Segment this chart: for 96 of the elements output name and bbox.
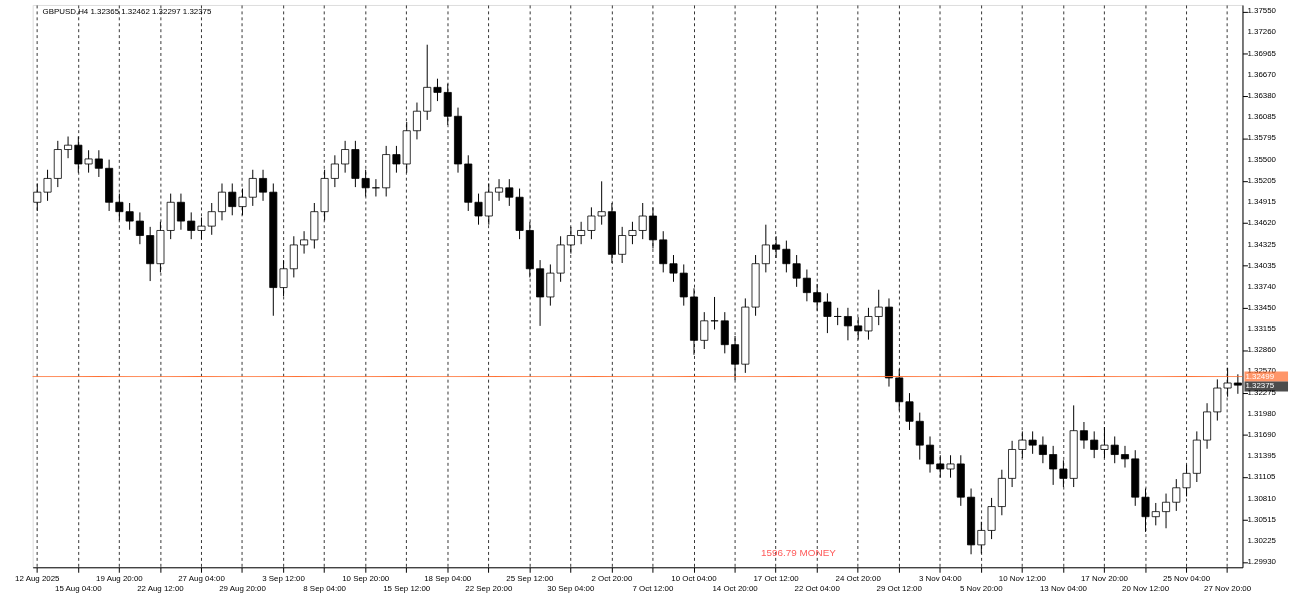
chart-title: GBPUSD,H4 1.32365 1.32462 1.32297 1.32375: [42, 6, 212, 16]
y-tick-label: 1.31980: [1247, 409, 1277, 419]
candlestick: [618, 226, 627, 264]
y-tick-label: 1.30810: [1247, 493, 1277, 503]
x-tick-label: 22 Aug 12:00: [137, 583, 185, 593]
x-tick-label: 12 Aug 2025: [15, 573, 61, 583]
x-tick-label: 10 Nov 12:00: [998, 573, 1047, 583]
x-tick-label: 18 Sep 04:00: [424, 573, 472, 583]
y-tick-label: 1.34035: [1247, 260, 1277, 270]
candlestick: [259, 169, 268, 202]
x-tick-label: 17 Nov 20:00: [1080, 573, 1129, 583]
y-tick-label: 1.35795: [1247, 133, 1277, 143]
x-tick-label: 2 Oct 20:00: [591, 573, 633, 583]
x-tick-label: 29 Oct 12:00: [876, 583, 923, 593]
x-tick-label: 8 Sep 04:00: [303, 583, 347, 593]
y-tick-label: 1.30225: [1247, 535, 1277, 545]
candlestick: [300, 230, 309, 255]
x-tick-label: 14 Oct 20:00: [712, 583, 759, 593]
candlestick: [412, 102, 421, 140]
x-tick-label: 22 Oct 04:00: [794, 583, 841, 593]
x-tick-label: 27 Nov 20:00: [1204, 583, 1252, 593]
y-tick-label: 1.34620: [1247, 218, 1277, 228]
candlestick: [566, 226, 575, 255]
x-tick-label: 19 Aug 20:00: [96, 573, 144, 583]
annotation: 1596.79 MONEY: [761, 547, 837, 559]
candlestick: [700, 311, 709, 350]
x-tick-label: 3 Sep 12:00: [262, 573, 306, 583]
candlestick: [187, 211, 196, 240]
x-tick-label: 10 Oct 04:00: [671, 573, 718, 583]
y-tick-label: 1.34325: [1247, 239, 1277, 249]
x-tick-label: 24 Oct 20:00: [835, 573, 882, 583]
candlestick: [843, 307, 852, 341]
y-tick-label: 1.34915: [1247, 196, 1277, 206]
y-tick-label: 1.37260: [1247, 27, 1277, 37]
candlestick: [495, 178, 504, 202]
candlestick: [669, 254, 678, 283]
x-tick-label: 15 Sep 12:00: [383, 583, 431, 593]
candlestick: [289, 235, 298, 278]
candlestick: [761, 224, 770, 273]
candlestick: [1162, 493, 1171, 529]
candlestick: [1090, 430, 1099, 459]
candlestick: [905, 392, 914, 431]
candlestick: [577, 221, 586, 245]
candlestick: [679, 263, 688, 307]
candlestick: [659, 230, 668, 273]
candlestick: [228, 182, 237, 216]
candlestick: [1151, 502, 1160, 526]
candlestick: [1038, 435, 1047, 464]
text: 1.32375: [1245, 381, 1275, 391]
candlestick: [176, 193, 185, 231]
candlestick: [802, 269, 811, 302]
candlestick: [218, 182, 226, 221]
x-tick-label: 15 Aug 04:00: [55, 583, 103, 593]
candlestick: [720, 311, 729, 354]
candlestick: [823, 292, 832, 334]
x-tick-label: 20 Nov 12:00: [1121, 583, 1170, 593]
candlestick: [926, 435, 935, 474]
x-tick-label: 17 Oct 12:00: [753, 573, 800, 583]
candlestick: [248, 169, 257, 207]
y-tick-label: 1.36965: [1247, 48, 1277, 58]
x-tick-label: 29 Aug 20:00: [219, 583, 267, 593]
candlestick: [94, 149, 103, 178]
y-tick-label: 1.31395: [1247, 451, 1277, 461]
x-tick-label: 3 Nov 04:00: [918, 573, 963, 583]
candlestick: [1079, 421, 1088, 450]
x-tick-label: 22 Sep 20:00: [465, 583, 513, 593]
y-tick-label: 1.35500: [1247, 154, 1277, 164]
y-tick-label: 1.36380: [1247, 91, 1277, 101]
y-tick-label: 1.30515: [1247, 514, 1277, 524]
candlestick: [135, 211, 144, 245]
x-tick-label: 25 Nov 04:00: [1163, 573, 1211, 583]
x-tick-label: 7 Oct 12:00: [632, 583, 675, 593]
y-tick-label: 1.33450: [1247, 302, 1277, 312]
candlestick: [330, 154, 339, 188]
candlestick: [1121, 445, 1129, 469]
x-tick-label: 25 Sep 12:00: [506, 573, 554, 583]
y-tick-label: 1.33740: [1247, 281, 1277, 291]
candlestick: [1049, 445, 1058, 486]
y-tick-label: 1.35205: [1247, 175, 1277, 185]
y-tick-label: 1.37550: [1247, 6, 1277, 16]
y-tick-label: 1.36670: [1247, 70, 1277, 80]
y-tick-label: 1.36085: [1247, 112, 1277, 122]
x-tick-label: 5 Nov 20:00: [960, 583, 1004, 593]
x-tick-label: 27 Aug 04:00: [178, 573, 226, 583]
y-tick-label: 1.32860: [1247, 345, 1277, 355]
y-tick-label: 1.33155: [1247, 324, 1277, 334]
y-tick-label: 1.31690: [1247, 430, 1277, 439]
x-tick-label: 30 Sep 04:00: [547, 583, 595, 593]
y-tick-label: 1.29930: [1247, 557, 1277, 567]
x-tick-label: 13 Nov 04:00: [1039, 583, 1088, 593]
y-tick-label: 1.31105: [1247, 472, 1277, 482]
candlestick: [423, 44, 432, 121]
x-tick-label: 10 Sep 20:00: [342, 573, 390, 583]
candlestick: [915, 412, 924, 461]
candlestick: [64, 136, 73, 159]
candlestick: [341, 140, 350, 174]
